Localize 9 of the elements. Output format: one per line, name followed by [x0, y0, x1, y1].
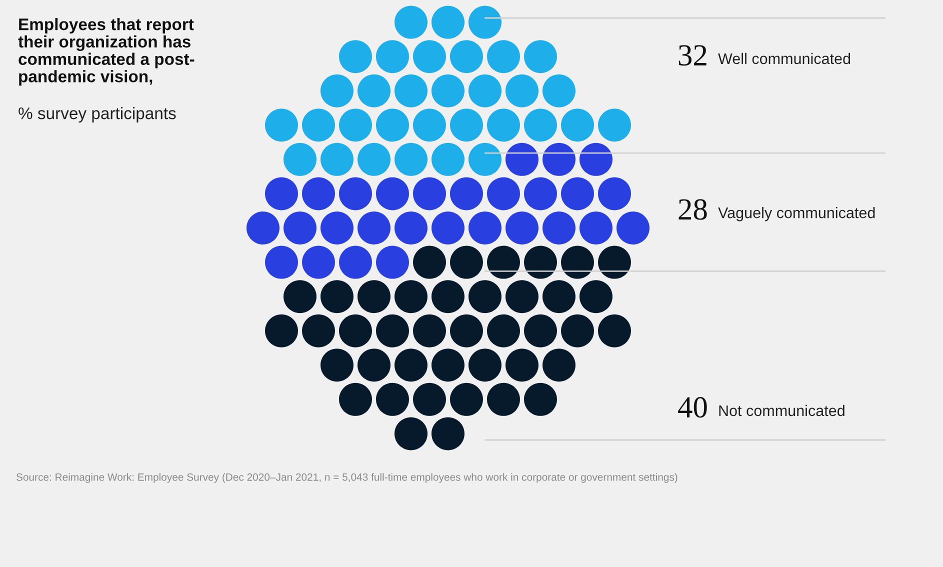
data-label: 32	[678, 45, 706, 66]
category-label: Well communicated	[718, 52, 850, 64]
category-label: Not communicated	[719, 404, 844, 416]
data-label: 40	[678, 397, 707, 418]
text: % survey participants	[18, 107, 176, 123]
data-label: 28	[678, 199, 707, 220]
text: Employees that report their organization has communicated a post- pandemic vision,	[18, 18, 194, 86]
source-note: Source: Reimagine Work: Employee Survey (Dec 2020–Jan 2021, n = 5,043 full-time employees who work in corporate or government settings)	[16, 473, 678, 483]
category-label: Vaguely communicated	[718, 207, 875, 222]
